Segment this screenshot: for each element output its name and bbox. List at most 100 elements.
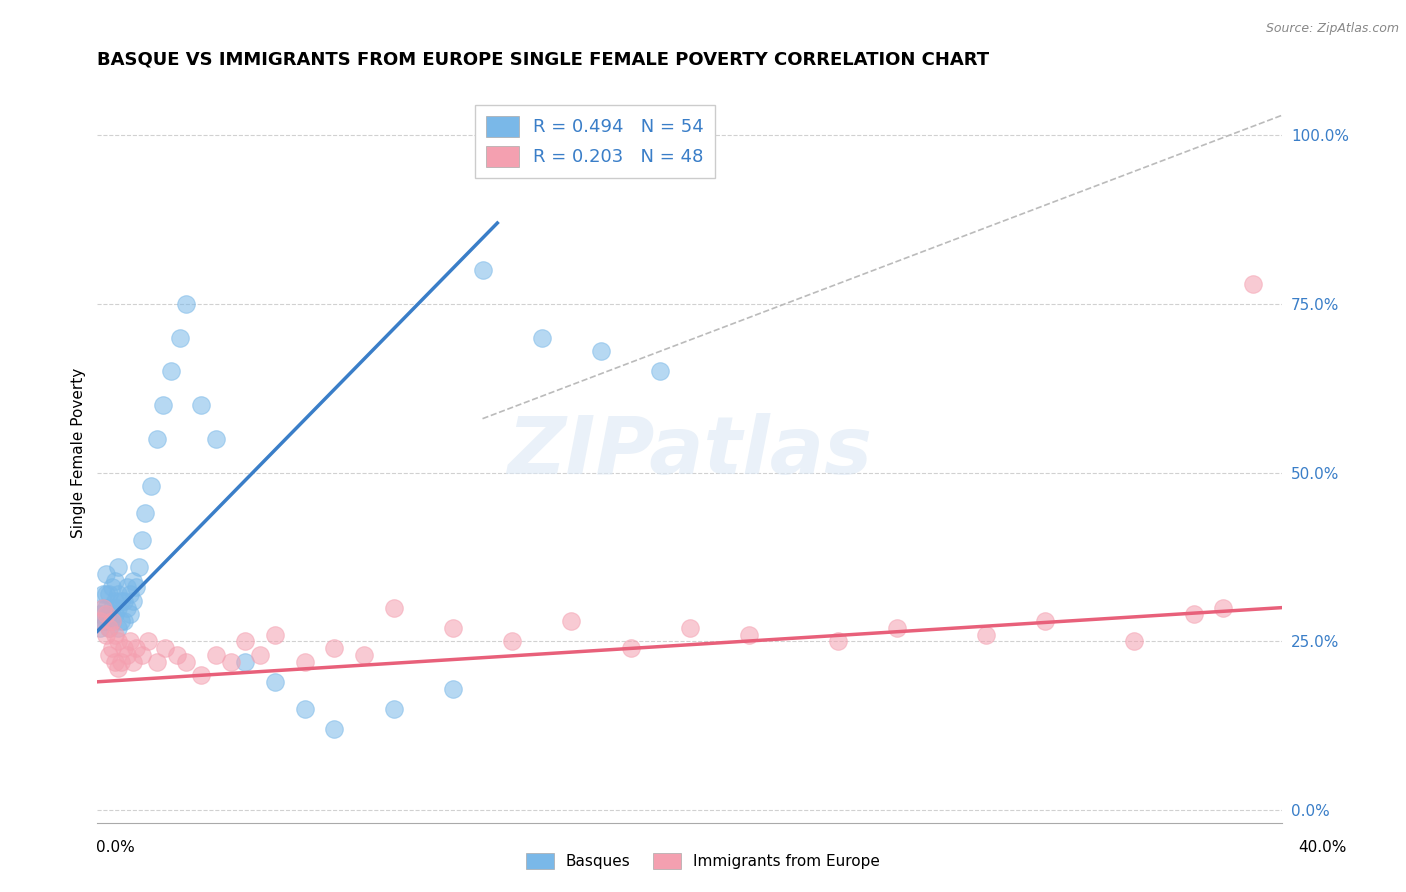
Point: [530, 331, 553, 345]
Point: [219, 655, 242, 669]
Point: [382, 702, 405, 716]
Text: 40.0%: 40.0%: [1299, 840, 1347, 855]
Point: [91, 600, 114, 615]
Point: [107, 634, 129, 648]
Point: [886, 621, 908, 635]
Point: [174, 655, 197, 669]
Point: [190, 398, 212, 412]
Point: [1241, 277, 1264, 291]
Point: [118, 607, 141, 622]
Point: [471, 263, 494, 277]
Point: [101, 614, 124, 628]
Point: [145, 432, 167, 446]
Point: [118, 634, 141, 648]
Point: [560, 614, 582, 628]
Point: [827, 634, 849, 648]
Point: [264, 674, 287, 689]
Y-axis label: Single Female Poverty: Single Female Poverty: [72, 368, 86, 538]
Point: [620, 641, 643, 656]
Point: [115, 600, 138, 615]
Point: [353, 648, 375, 662]
Point: [190, 668, 212, 682]
Point: [115, 648, 138, 662]
Point: [679, 621, 702, 635]
Point: [323, 722, 346, 736]
Point: [107, 621, 129, 635]
Point: [96, 607, 118, 622]
Point: [104, 594, 127, 608]
Point: [101, 580, 124, 594]
Point: [205, 432, 228, 446]
Point: [249, 648, 271, 662]
Point: [128, 560, 150, 574]
Point: [96, 587, 118, 601]
Legend: Basques, Immigrants from Europe: Basques, Immigrants from Europe: [520, 847, 886, 875]
Point: [115, 580, 138, 594]
Point: [589, 344, 612, 359]
Point: [174, 297, 197, 311]
Point: [136, 634, 159, 648]
Point: [1212, 600, 1234, 615]
Point: [323, 641, 346, 656]
Point: [166, 648, 188, 662]
Point: [101, 600, 124, 615]
Text: 0.0%: 0.0%: [96, 840, 135, 855]
Point: [98, 648, 121, 662]
Point: [91, 614, 114, 628]
Point: [96, 627, 118, 641]
Point: [152, 398, 174, 412]
Point: [131, 533, 153, 548]
Point: [112, 614, 135, 628]
Point: [1182, 607, 1205, 622]
Text: Source: ZipAtlas.com: Source: ZipAtlas.com: [1265, 22, 1399, 36]
Point: [98, 621, 121, 635]
Point: [738, 627, 761, 641]
Point: [264, 627, 287, 641]
Point: [91, 587, 114, 601]
Point: [107, 661, 129, 675]
Point: [96, 566, 118, 581]
Point: [235, 655, 257, 669]
Point: [122, 655, 145, 669]
Point: [974, 627, 997, 641]
Point: [98, 607, 121, 622]
Point: [96, 600, 118, 615]
Point: [104, 574, 127, 588]
Point: [107, 600, 129, 615]
Point: [91, 600, 114, 615]
Point: [98, 621, 121, 635]
Point: [169, 331, 191, 345]
Point: [107, 587, 129, 601]
Point: [441, 681, 464, 696]
Point: [294, 655, 316, 669]
Point: [104, 607, 127, 622]
Point: [235, 634, 257, 648]
Point: [134, 506, 156, 520]
Point: [107, 560, 129, 574]
Point: [501, 634, 523, 648]
Point: [98, 587, 121, 601]
Text: ZIPatlas: ZIPatlas: [508, 413, 872, 491]
Point: [205, 648, 228, 662]
Point: [125, 641, 148, 656]
Point: [382, 600, 405, 615]
Point: [104, 627, 127, 641]
Point: [110, 655, 132, 669]
Point: [89, 607, 111, 622]
Point: [441, 621, 464, 635]
Point: [89, 614, 111, 628]
Point: [131, 648, 153, 662]
Point: [118, 587, 141, 601]
Point: [101, 614, 124, 628]
Point: [294, 702, 316, 716]
Point: [110, 614, 132, 628]
Point: [104, 655, 127, 669]
Point: [1123, 634, 1146, 648]
Point: [110, 594, 132, 608]
Legend: R = 0.494   N = 54, R = 0.203   N = 48: R = 0.494 N = 54, R = 0.203 N = 48: [475, 105, 714, 178]
Point: [145, 655, 167, 669]
Point: [112, 594, 135, 608]
Point: [112, 641, 135, 656]
Point: [155, 641, 177, 656]
Point: [122, 594, 145, 608]
